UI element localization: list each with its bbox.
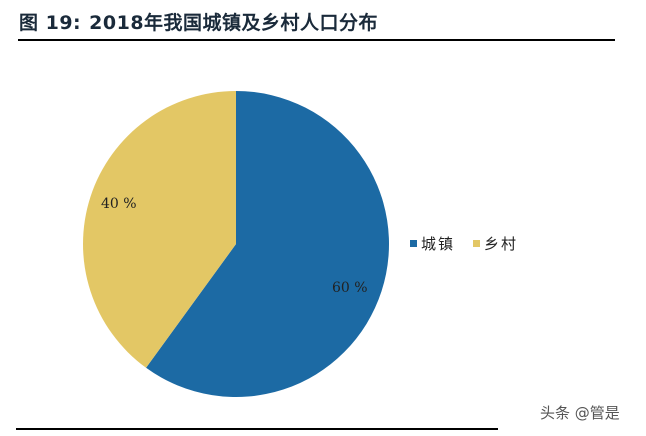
figure-number: 图 19:: [19, 12, 82, 34]
figure-title-text: 2018年我国城镇及乡村人口分布: [89, 12, 379, 34]
pie-slice-urban: [146, 91, 390, 398]
urban-percent-label: 60 %: [332, 280, 368, 296]
bottom-rule: [16, 428, 498, 430]
figure-title: 图 19: 2018年我国城镇及乡村人口分布: [19, 8, 378, 35]
legend-item-rural: 乡村: [473, 233, 518, 254]
legend-swatch-rural: [473, 240, 481, 247]
chart-legend: 城镇 乡村: [410, 233, 536, 254]
watermark: 头条 @管是: [540, 404, 620, 422]
legend-label-rural: 乡村: [484, 235, 519, 253]
legend-item-urban: 城镇: [410, 233, 455, 254]
rural-percent-label: 40 %: [101, 196, 137, 212]
pie-slice-rural: [83, 91, 236, 368]
legend-swatch-urban: [410, 240, 417, 247]
top-rule: [18, 39, 615, 41]
legend-label-urban: 城镇: [421, 235, 456, 253]
